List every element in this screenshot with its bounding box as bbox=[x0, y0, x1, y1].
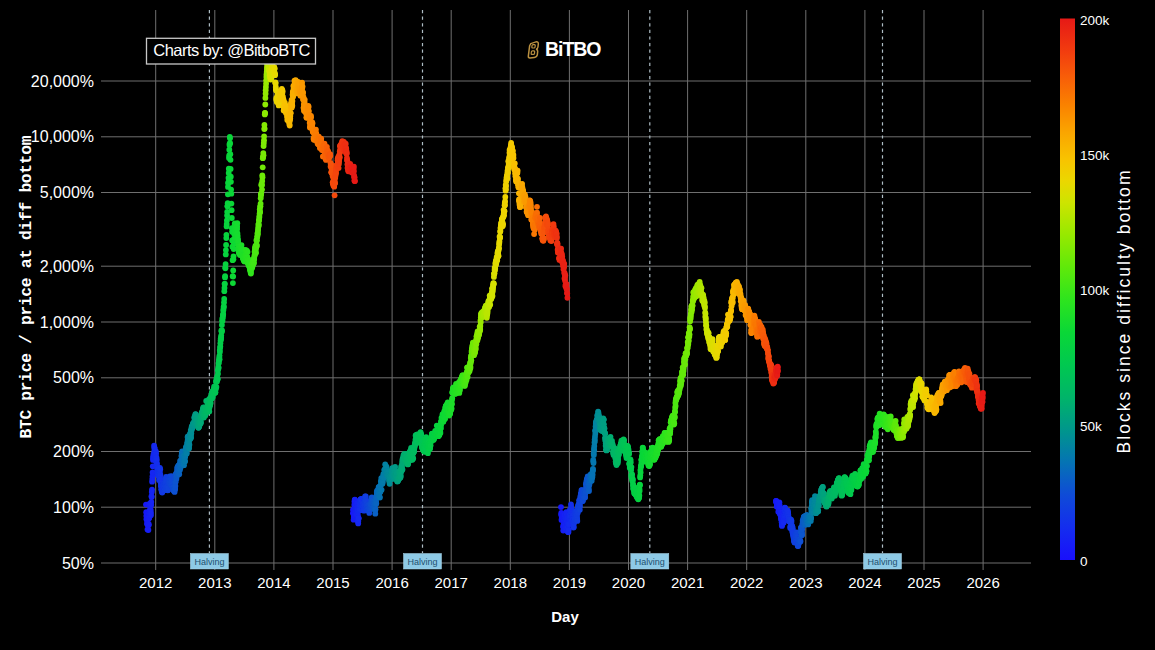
svg-text:2017: 2017 bbox=[435, 574, 468, 591]
svg-text:2019: 2019 bbox=[553, 574, 586, 591]
svg-text:2018: 2018 bbox=[494, 574, 527, 591]
svg-text:2025: 2025 bbox=[907, 574, 940, 591]
svg-text:Charts by: @BitboBTC: Charts by: @BitboBTC bbox=[153, 41, 310, 59]
svg-text:2023: 2023 bbox=[789, 574, 822, 591]
svg-text:50%: 50% bbox=[62, 555, 94, 572]
svg-text:2012: 2012 bbox=[139, 574, 172, 591]
svg-text:100%: 100% bbox=[53, 499, 94, 516]
svg-text:100k: 100k bbox=[1080, 283, 1110, 298]
svg-text:2026: 2026 bbox=[966, 574, 999, 591]
svg-text:150k: 150k bbox=[1080, 148, 1110, 163]
svg-text:10,000%: 10,000% bbox=[31, 128, 94, 145]
svg-text:Day: Day bbox=[551, 608, 579, 625]
svg-text:Halving: Halving bbox=[867, 557, 897, 567]
svg-text:200k: 200k bbox=[1080, 13, 1110, 28]
svg-text:2020: 2020 bbox=[612, 574, 645, 591]
svg-text:0: 0 bbox=[1080, 554, 1088, 569]
svg-text:2013: 2013 bbox=[198, 574, 231, 591]
svg-text:2022: 2022 bbox=[730, 574, 763, 591]
svg-text:Blocks since difficulty bottom: Blocks since difficulty bottom bbox=[1114, 171, 1134, 454]
svg-text:2,000%: 2,000% bbox=[40, 258, 94, 275]
svg-text:5,000%: 5,000% bbox=[40, 184, 94, 201]
svg-text:2021: 2021 bbox=[671, 574, 704, 591]
svg-text:Halving: Halving bbox=[194, 557, 224, 567]
svg-text:BTC price / price at diff bott: BTC price / price at diff bottom bbox=[17, 135, 36, 438]
svg-text:2024: 2024 bbox=[848, 574, 881, 591]
svg-text:2015: 2015 bbox=[316, 574, 349, 591]
svg-text:500%: 500% bbox=[53, 369, 94, 386]
svg-text:2014: 2014 bbox=[257, 574, 290, 591]
svg-text:50k: 50k bbox=[1080, 419, 1102, 434]
svg-text:BiTBO: BiTBO bbox=[545, 38, 602, 60]
svg-text:20,000%: 20,000% bbox=[31, 73, 94, 90]
svg-text:Halving: Halving bbox=[407, 557, 437, 567]
svg-text:Halving: Halving bbox=[635, 557, 665, 567]
svg-text:2016: 2016 bbox=[375, 574, 408, 591]
svg-text:1,000%: 1,000% bbox=[40, 314, 94, 331]
svg-text:200%: 200% bbox=[53, 443, 94, 460]
